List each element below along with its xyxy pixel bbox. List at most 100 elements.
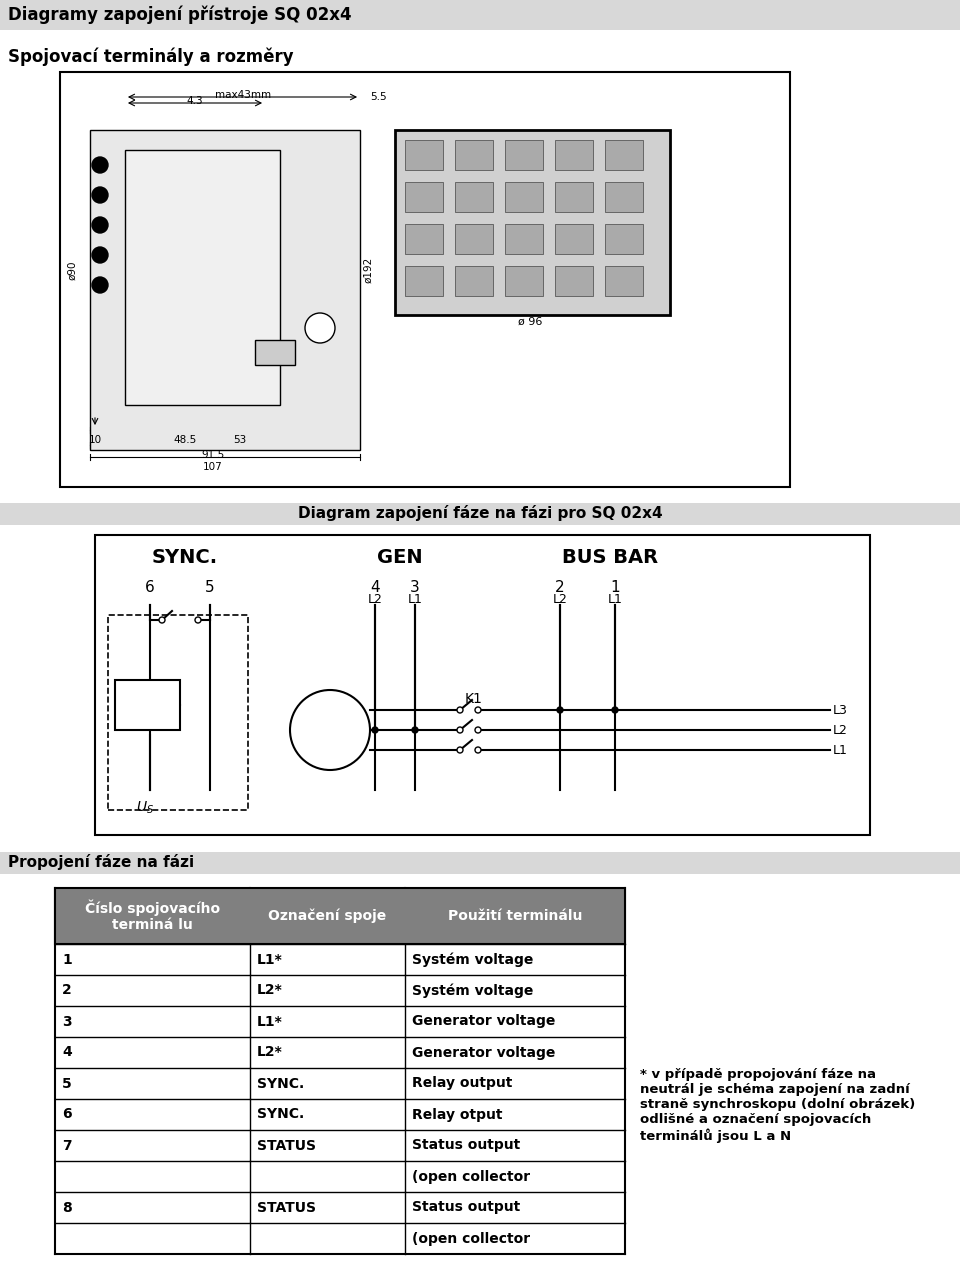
Bar	[115, 680, 180, 730]
Text: 53: 53	[233, 435, 247, 445]
Text: Číslo spojovacího
terminá lu: Číslo spojovacího terminá lu	[84, 900, 220, 933]
Circle shape	[557, 707, 563, 713]
Bar	[255, 340, 295, 366]
Bar	[555, 181, 593, 212]
Circle shape	[92, 157, 108, 173]
Text: 4: 4	[62, 1045, 72, 1059]
Circle shape	[195, 617, 201, 622]
Bar	[55, 944, 625, 975]
Bar	[0, 852, 960, 874]
Text: 91.5: 91.5	[202, 450, 225, 460]
Text: Relay otput: Relay otput	[412, 1108, 502, 1122]
Text: (open collector: (open collector	[412, 1169, 530, 1183]
Bar	[55, 888, 625, 944]
Bar	[455, 266, 493, 296]
Text: 4.3: 4.3	[186, 96, 204, 106]
Bar	[555, 266, 593, 296]
Circle shape	[475, 748, 481, 753]
Bar	[455, 141, 493, 170]
Text: 4: 4	[371, 580, 380, 596]
Text: 10: 10	[88, 435, 102, 445]
Bar	[55, 1160, 625, 1192]
Text: STATUS: STATUS	[257, 1139, 316, 1153]
Text: SYNC.: SYNC.	[257, 1076, 304, 1090]
Bar	[405, 141, 443, 170]
Text: K1: K1	[465, 691, 483, 705]
Text: 48.5: 48.5	[174, 435, 197, 445]
Text: ø 96: ø 96	[517, 317, 542, 327]
Circle shape	[92, 217, 108, 233]
Text: 5.5: 5.5	[370, 92, 387, 102]
Text: 6: 6	[62, 1108, 72, 1122]
Text: L1: L1	[608, 593, 622, 606]
Circle shape	[412, 727, 418, 734]
Text: L2*: L2*	[257, 984, 283, 998]
Bar	[55, 1068, 625, 1099]
Text: Status output: Status output	[412, 1139, 520, 1153]
Circle shape	[457, 707, 463, 713]
Text: 2: 2	[62, 984, 72, 998]
Bar	[405, 181, 443, 212]
Text: L2: L2	[553, 593, 567, 606]
Bar	[55, 1036, 625, 1068]
Text: Označení spoje: Označení spoje	[269, 909, 387, 923]
Bar	[455, 224, 493, 254]
Text: Generator voltage: Generator voltage	[412, 1015, 556, 1029]
Text: 7: 7	[62, 1139, 72, 1153]
Bar	[405, 266, 443, 296]
Text: 107: 107	[204, 463, 223, 472]
Text: L2: L2	[833, 723, 848, 736]
Text: ø192: ø192	[363, 257, 373, 284]
Text: Relay output: Relay output	[412, 1076, 513, 1090]
Text: 3: 3	[410, 580, 420, 596]
Text: L1: L1	[408, 593, 422, 606]
Text: (open collector: (open collector	[412, 1232, 530, 1246]
Bar	[505, 181, 543, 212]
Circle shape	[305, 313, 335, 343]
Text: SYNC.: SYNC.	[152, 548, 218, 567]
Text: BUS BAR: BUS BAR	[562, 548, 658, 567]
Bar	[605, 141, 643, 170]
Text: Použití terminálu: Použití terminálu	[447, 909, 582, 923]
Text: Diagram zapojení fáze na fázi pro SQ 02x4: Diagram zapojení fáze na fázi pro SQ 02x…	[298, 505, 662, 521]
Text: STATUS: STATUS	[257, 1200, 316, 1214]
Bar	[505, 266, 543, 296]
Bar	[455, 181, 493, 212]
Text: Spojovací terminály a rozměry: Spojovací terminály a rozměry	[8, 49, 294, 66]
Circle shape	[92, 277, 108, 293]
Bar	[55, 1192, 625, 1223]
Bar	[90, 130, 360, 450]
Text: max43mm: max43mm	[215, 89, 271, 100]
Text: GEN.: GEN.	[313, 723, 347, 736]
Bar	[0, 0, 960, 29]
Bar	[605, 266, 643, 296]
Bar	[55, 1099, 625, 1130]
Text: 5: 5	[205, 580, 215, 596]
Text: L2: L2	[368, 593, 382, 606]
Bar	[55, 888, 625, 944]
Text: L2*: L2*	[257, 1045, 283, 1059]
Text: ø90: ø90	[67, 261, 77, 280]
Bar	[555, 224, 593, 254]
Bar	[108, 615, 248, 810]
Text: * v případě propojování fáze na
neutrál je schéma zapojení na zadní
straně synch: * v případě propojování fáze na neutrál …	[640, 1068, 915, 1143]
Text: 8: 8	[62, 1200, 72, 1214]
Text: SYNC.: SYNC.	[257, 1108, 304, 1122]
Bar	[555, 141, 593, 170]
Bar	[0, 504, 960, 525]
Bar	[605, 224, 643, 254]
Text: Systém voltage: Systém voltage	[412, 952, 534, 966]
Text: GEN: GEN	[377, 548, 422, 567]
Text: Diagramy zapojení přístroje SQ 02x4: Diagramy zapojení přístroje SQ 02x4	[8, 6, 351, 24]
Text: Status output: Status output	[412, 1200, 520, 1214]
Circle shape	[92, 187, 108, 203]
Bar	[60, 72, 790, 487]
Text: $U_S$: $U_S$	[136, 800, 154, 817]
Text: 1: 1	[62, 952, 72, 966]
Circle shape	[612, 707, 618, 713]
Circle shape	[290, 690, 370, 771]
Text: L1: L1	[833, 744, 848, 757]
Circle shape	[457, 748, 463, 753]
Bar	[95, 535, 870, 835]
Bar	[55, 1006, 625, 1036]
